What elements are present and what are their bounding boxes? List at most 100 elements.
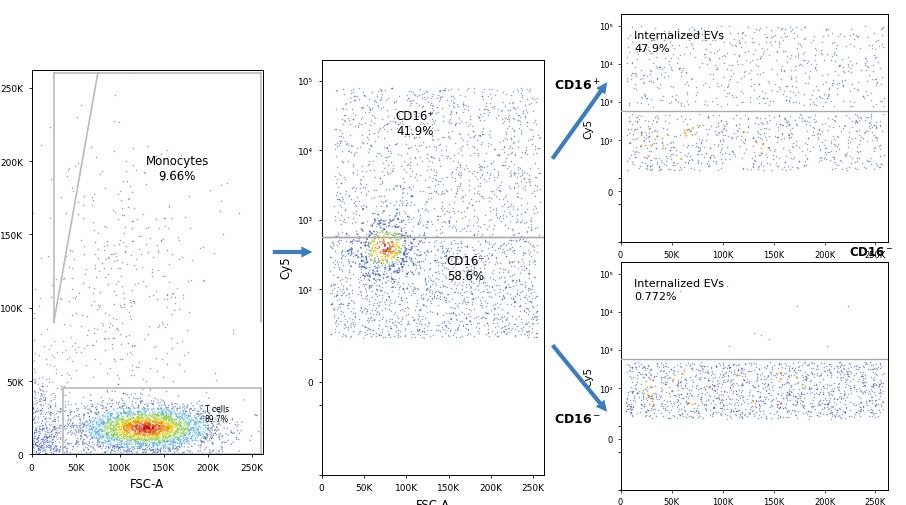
Point — [149, 432, 164, 440]
Point — [751, 387, 766, 395]
Point — [393, 235, 408, 243]
Point — [864, 409, 879, 417]
Point — [786, 156, 801, 164]
Point — [417, 327, 431, 335]
Point — [369, 281, 383, 289]
Point — [463, 283, 477, 291]
Point — [116, 239, 130, 247]
Point — [105, 414, 120, 422]
Point — [376, 248, 390, 256]
Point — [524, 100, 538, 108]
Point — [628, 148, 642, 157]
Point — [214, 198, 228, 206]
Point — [43, 411, 58, 419]
Point — [35, 407, 50, 415]
Point — [820, 94, 834, 103]
Point — [173, 439, 188, 447]
Point — [150, 420, 165, 428]
Point — [135, 426, 149, 434]
Point — [170, 433, 185, 441]
Point — [673, 113, 688, 121]
Point — [667, 159, 681, 167]
Point — [150, 445, 165, 453]
Point — [92, 409, 106, 417]
Point — [114, 425, 129, 433]
Point — [867, 30, 882, 38]
Point — [161, 431, 176, 439]
Point — [670, 60, 684, 68]
Point — [43, 408, 57, 416]
Point — [169, 427, 183, 435]
Point — [378, 254, 392, 262]
Point — [167, 450, 181, 458]
Point — [381, 239, 395, 247]
Point — [785, 364, 799, 372]
Point — [156, 417, 170, 425]
Point — [802, 119, 816, 127]
Point — [195, 449, 209, 458]
Point — [106, 422, 120, 430]
Point — [164, 440, 178, 448]
Point — [439, 298, 454, 307]
Point — [778, 159, 793, 167]
Point — [459, 258, 474, 266]
Point — [24, 423, 39, 431]
Point — [461, 327, 476, 335]
Point — [841, 302, 855, 310]
Point — [27, 356, 42, 364]
Point — [165, 425, 179, 433]
Point — [703, 407, 718, 415]
Point — [121, 429, 136, 437]
Point — [750, 130, 765, 138]
Point — [106, 424, 120, 432]
Point — [865, 362, 880, 370]
Point — [327, 314, 342, 322]
Point — [121, 421, 136, 429]
Point — [689, 371, 703, 379]
Point — [142, 419, 157, 427]
Point — [120, 443, 134, 451]
Point — [510, 264, 525, 272]
Point — [174, 414, 188, 422]
Point — [123, 411, 138, 419]
Point — [42, 409, 56, 417]
Point — [342, 268, 357, 276]
Point — [488, 212, 503, 220]
Point — [714, 387, 728, 395]
Point — [695, 31, 709, 39]
Point — [178, 418, 193, 426]
Point — [90, 424, 104, 432]
Point — [486, 316, 500, 324]
Point — [444, 119, 458, 127]
Point — [744, 398, 758, 407]
Point — [328, 179, 342, 187]
Point — [32, 445, 46, 453]
Point — [54, 194, 69, 202]
Point — [807, 57, 822, 65]
Point — [181, 423, 196, 431]
Point — [341, 142, 355, 150]
Point — [342, 246, 357, 255]
Point — [379, 227, 393, 235]
Point — [635, 94, 650, 103]
Point — [336, 320, 351, 328]
Point — [368, 247, 382, 255]
Point — [387, 254, 401, 262]
Point — [140, 440, 154, 448]
Point — [507, 170, 522, 178]
Point — [492, 292, 506, 300]
Point — [163, 408, 178, 416]
Point — [110, 415, 124, 423]
Point — [451, 311, 466, 319]
Point — [399, 140, 413, 148]
Point — [173, 421, 188, 429]
Point — [175, 425, 189, 433]
Point — [795, 148, 810, 156]
Point — [810, 401, 824, 410]
Point — [511, 275, 525, 283]
Point — [181, 426, 196, 434]
Point — [390, 267, 404, 275]
Point — [139, 441, 153, 449]
Point — [160, 414, 175, 422]
Point — [438, 86, 452, 94]
